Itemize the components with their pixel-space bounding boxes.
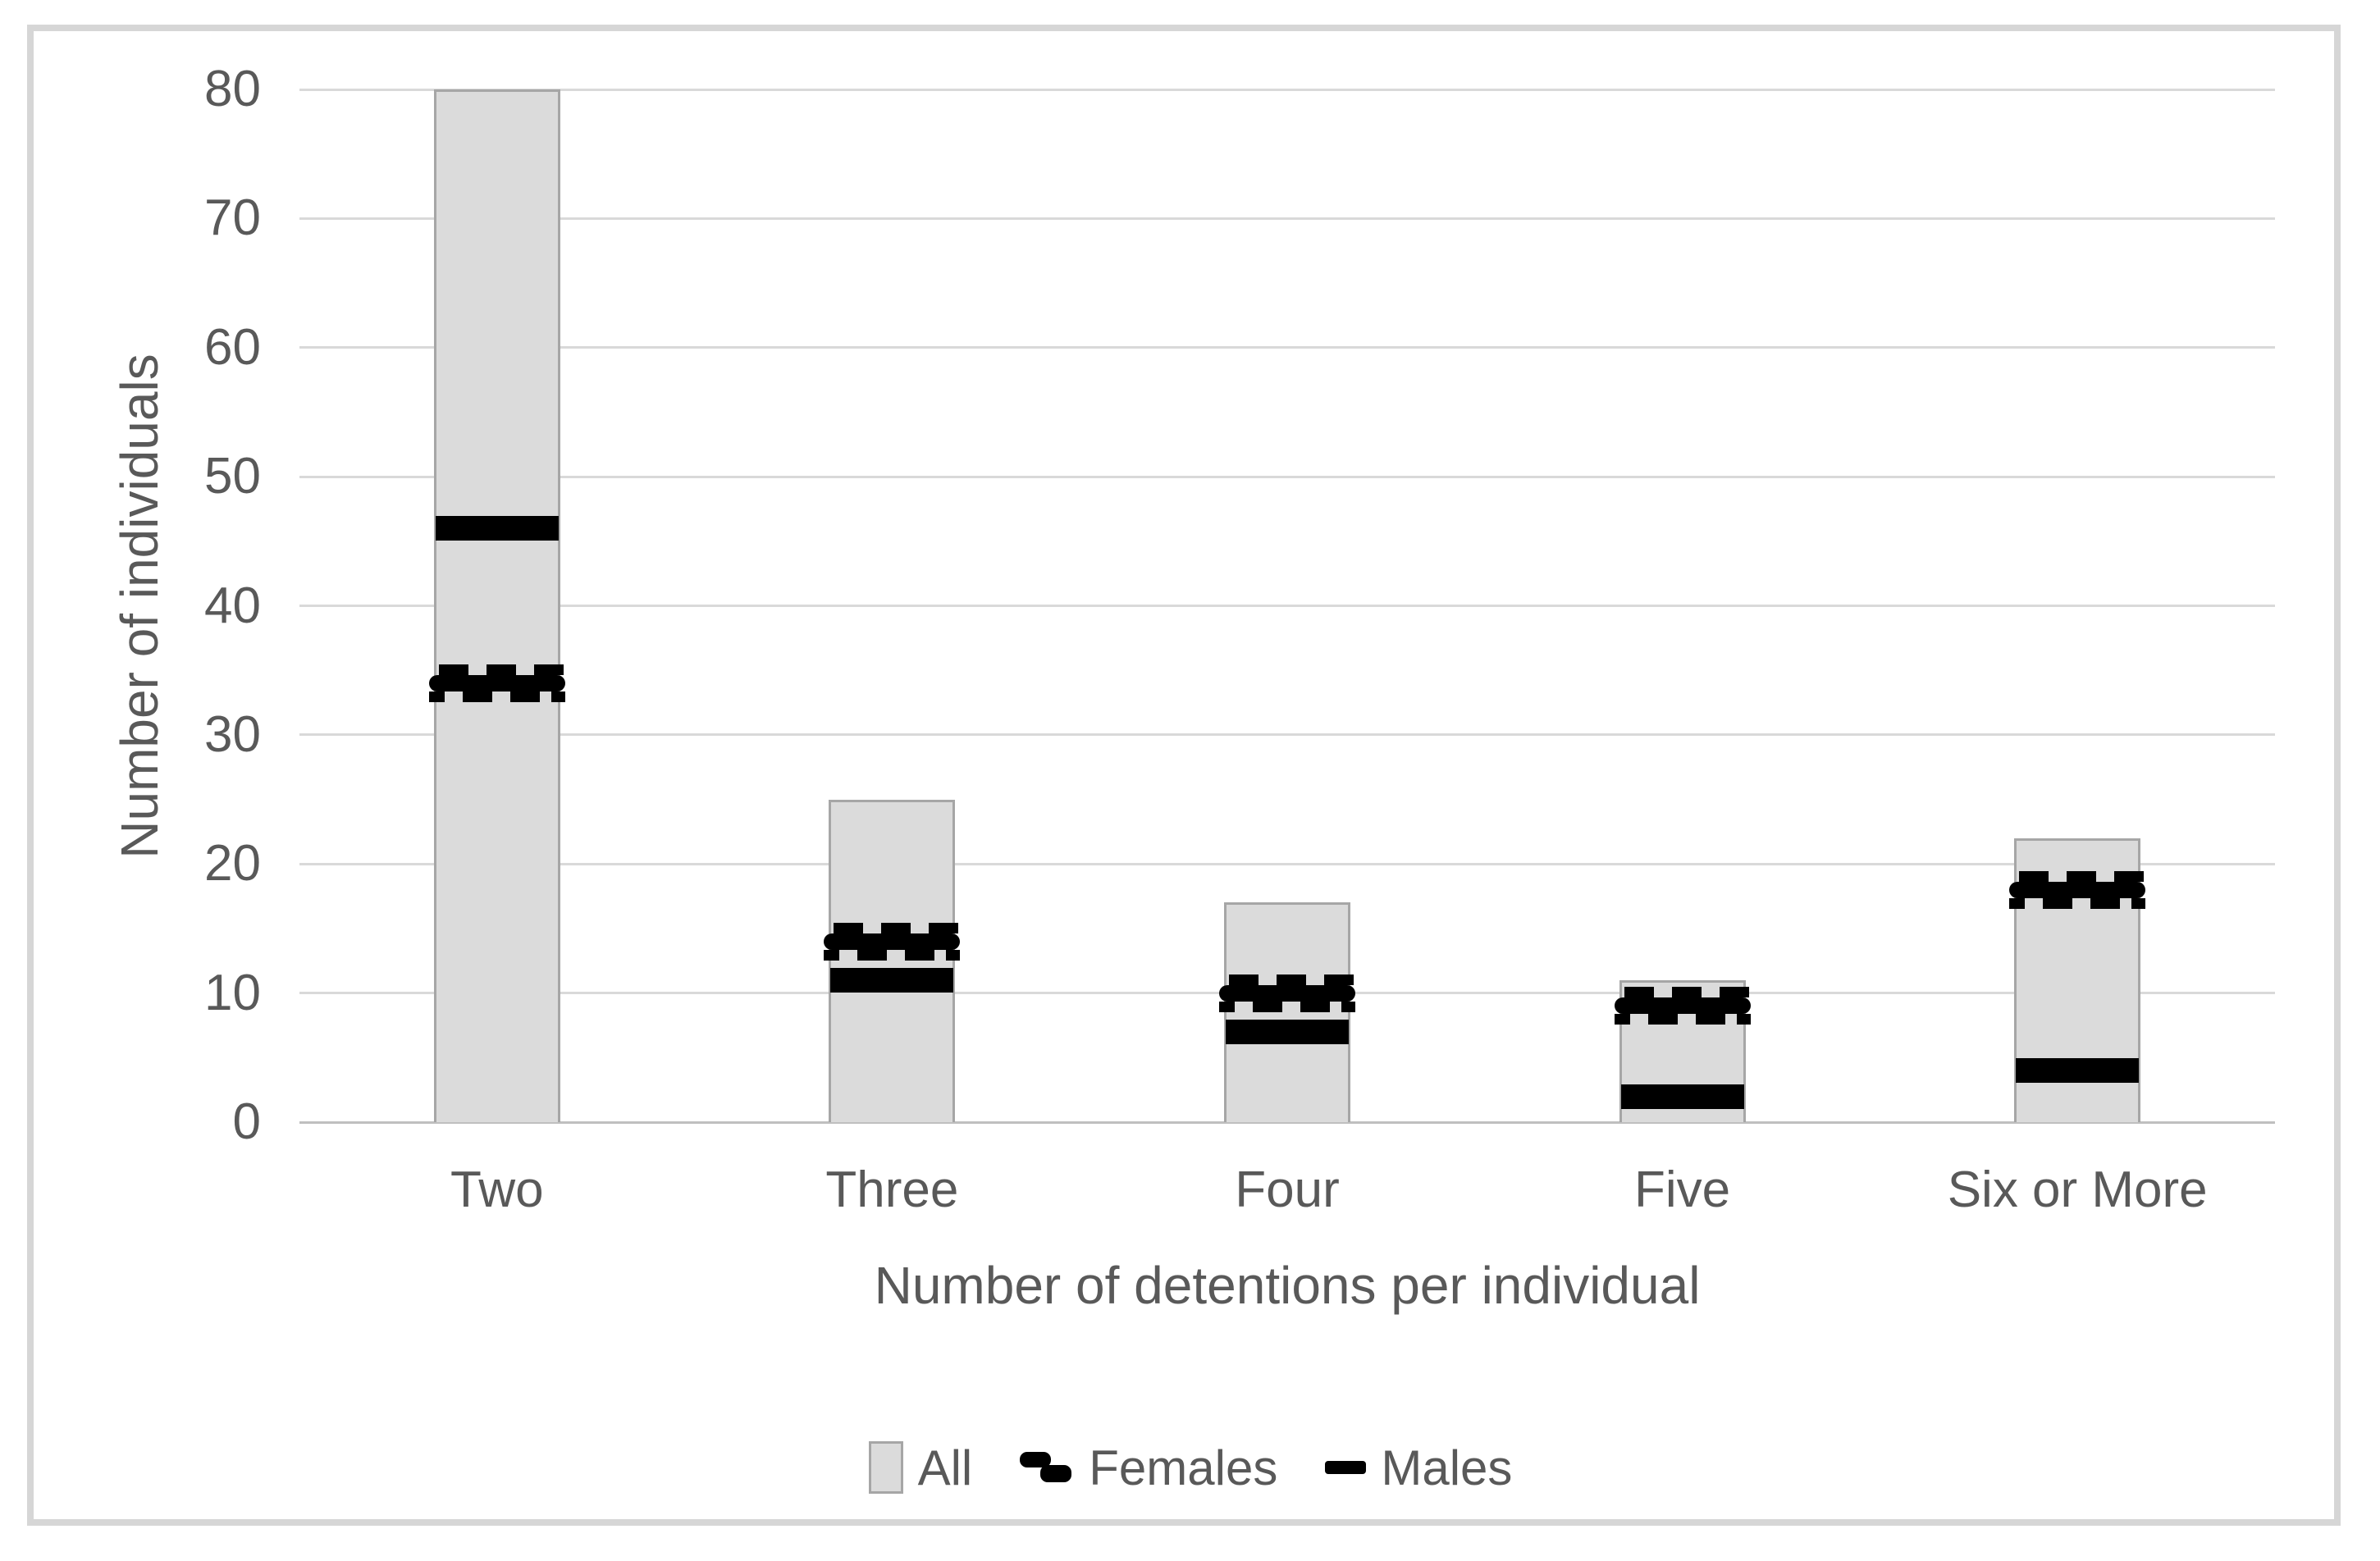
legend-item-females: Females (1020, 1440, 1277, 1496)
x-label-three: Three (825, 1162, 959, 1218)
y-tick-label-70: 70 (204, 189, 261, 247)
legend-solid-dash-icon (1325, 1461, 1367, 1474)
y-tick-label-80: 80 (204, 61, 261, 117)
legend: All Females Males (34, 1437, 2347, 1498)
legend-label-all: All (917, 1440, 973, 1495)
legend-dashed-marker-icon (1020, 1449, 1074, 1486)
x-axis-title: Number of detentions per individual (874, 1256, 1701, 1315)
gridline-80 (299, 88, 2275, 91)
chart-frame: 0 10 20 30 40 50 60 70 80 Two Three Four Five Six or… (27, 25, 2341, 1526)
bar-four (1224, 902, 1350, 1122)
y-axis-title: Number of individuals (110, 354, 169, 859)
gridline-70 (299, 217, 2275, 220)
y-tick-label-0: 0 (232, 1093, 261, 1150)
x-label-two: Two (450, 1162, 544, 1218)
y-tick-label-40: 40 (204, 577, 261, 634)
males-marker-two (435, 516, 559, 541)
females-marker-four (1219, 974, 1355, 1012)
y-tick-label-20: 20 (204, 835, 261, 892)
males-marker-three (830, 967, 954, 993)
y-tick-label-60: 60 (204, 318, 261, 376)
legend-label-females: Females (1089, 1440, 1278, 1495)
legend-label-males: Males (1381, 1440, 1513, 1495)
x-label-six-or-more: Six or More (1947, 1162, 2208, 1218)
y-tick-label-10: 10 (204, 964, 261, 1021)
bar-three (829, 799, 956, 1122)
females-marker-three (824, 922, 961, 961)
females-marker-five (1614, 987, 1751, 1025)
females-marker-two (428, 664, 565, 702)
gridline-60 (299, 346, 2275, 349)
gridline-30 (299, 733, 2275, 737)
bar-two (433, 89, 560, 1122)
y-tick-label-30: 30 (204, 705, 261, 763)
legend-swatch-all (868, 1441, 903, 1494)
x-label-four: Four (1235, 1162, 1340, 1218)
males-marker-six-or-more (2016, 1058, 2140, 1084)
x-axis-line (299, 1121, 2275, 1124)
males-marker-five (1620, 1084, 1744, 1109)
x-label-five: Five (1634, 1162, 1731, 1218)
legend-item-all: All (868, 1440, 973, 1496)
males-marker-four (1226, 1019, 1349, 1044)
gridline-50 (299, 475, 2275, 478)
females-marker-six-or-more (2009, 870, 2146, 909)
y-tick-label-50: 50 (204, 448, 261, 505)
gridline-20 (299, 862, 2275, 865)
legend-item-males: Males (1325, 1440, 1512, 1496)
gridline-40 (299, 605, 2275, 607)
